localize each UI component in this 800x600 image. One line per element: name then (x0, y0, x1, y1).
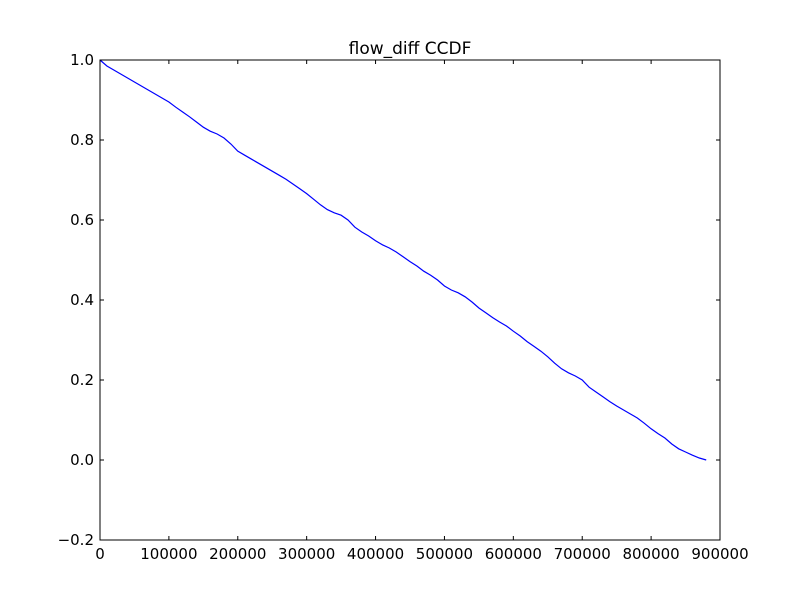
x-axis: 0 100000 200000 300000 400000 500000 600000 700… (95, 60, 749, 563)
y-tick-label: 0.8 (70, 131, 94, 149)
x-tick-label: 200000 (209, 545, 266, 563)
x-tick-label: 400000 (347, 545, 404, 563)
plot-frame (99, 59, 721, 541)
y-axis: −0.2 0.0 0.2 0.4 0.6 0.8 1.0 (58, 51, 720, 549)
y-tick-label: 0.4 (70, 291, 94, 309)
chart-title: flow_diff CCDF (349, 39, 472, 59)
x-tick-label: 0 (95, 545, 105, 563)
x-tick-label: 700000 (554, 545, 611, 563)
x-tick-label: 800000 (622, 545, 679, 563)
x-tick-label: 900000 (691, 545, 748, 563)
y-tick-label: −0.2 (58, 531, 94, 549)
plot-area (99, 59, 721, 541)
y-tick-label: 0.0 (70, 451, 94, 469)
x-tick-label: 500000 (416, 545, 473, 563)
x-tick-label: 600000 (485, 545, 542, 563)
y-tick-label: 0.2 (70, 371, 94, 389)
x-tick-label: 300000 (278, 545, 335, 563)
series-line-0 (99, 59, 707, 461)
y-tick-label: 0.6 (70, 211, 94, 229)
x-tick-label: 100000 (140, 545, 197, 563)
y-tick-label: 1.0 (70, 51, 94, 69)
